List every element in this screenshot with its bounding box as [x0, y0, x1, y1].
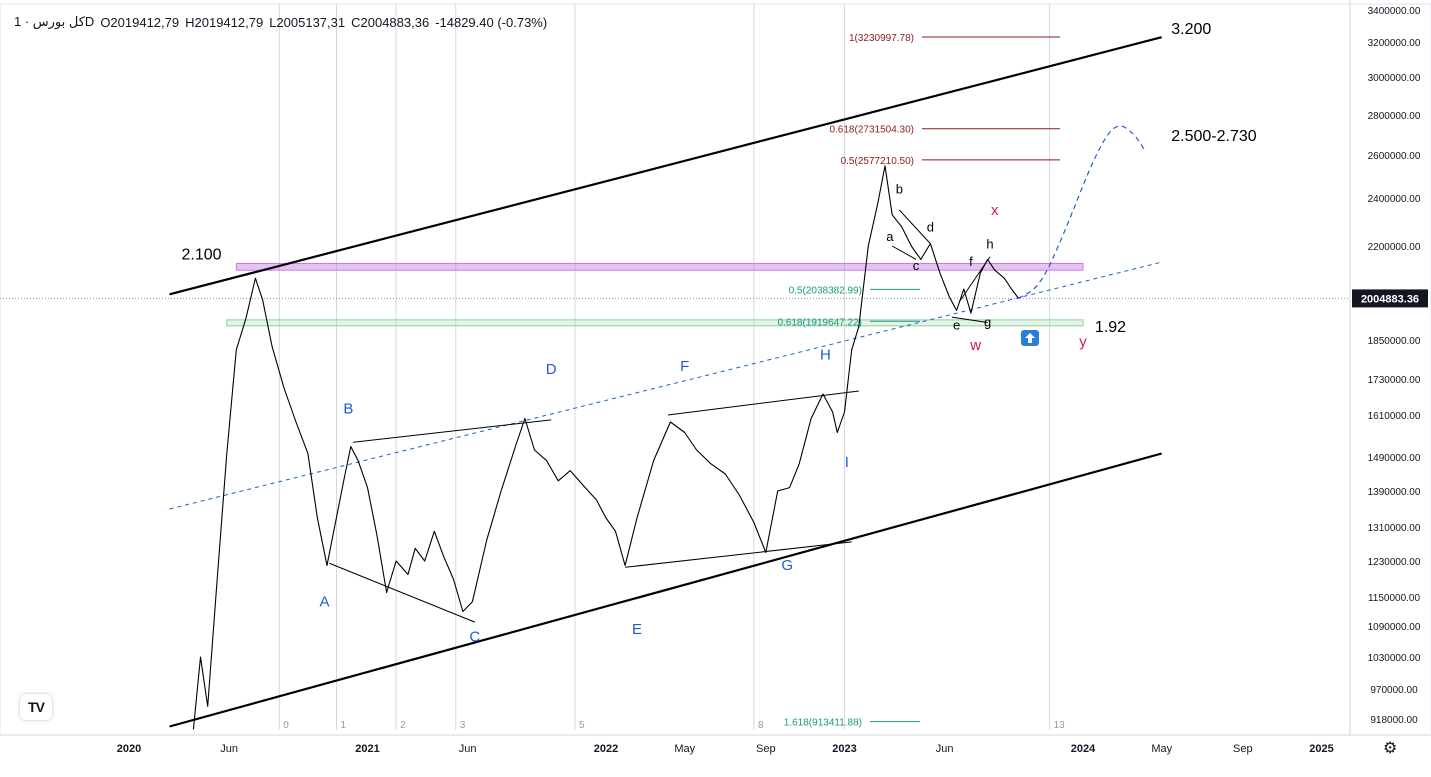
- A-C-line: [329, 562, 476, 623]
- x-tick-label: Sep: [1233, 743, 1253, 755]
- lower-channel: [169, 452, 1162, 728]
- wave-label: f: [969, 254, 973, 269]
- y-tick-label: 3000000.00: [1368, 73, 1421, 84]
- session-number-label: 3: [460, 720, 466, 731]
- x-tick-label: 2020: [117, 743, 141, 755]
- y-tick-label: 970000.00: [1370, 685, 1418, 696]
- target-annotation: 2.500-2.730: [1171, 128, 1257, 145]
- wave-label: c: [913, 258, 920, 273]
- symbol-header: کل بورس · 1D O2019412,79 H2019412,79 L20…: [14, 14, 547, 30]
- plot-frame: [0, 3, 1431, 736]
- x-tick-label: Jun: [220, 743, 238, 755]
- projection-path: [1018, 125, 1146, 299]
- wave-label: d: [927, 220, 934, 235]
- fib-level-label: 1.618(913411.88): [784, 718, 862, 729]
- green-zone: [226, 319, 1084, 327]
- wave-label: h: [986, 237, 993, 252]
- x-tick-label: Jun: [459, 743, 477, 755]
- y-tick-label: 2800000.00: [1368, 111, 1421, 122]
- B-D-line: [353, 419, 552, 443]
- y-tick-label: 2400000.00: [1368, 194, 1421, 205]
- fib-level-label: 0.618(2731504.30): [829, 125, 914, 136]
- wave-label: C: [469, 629, 480, 646]
- target-annotation: 1.92: [1095, 319, 1126, 336]
- session-number-label: 8: [758, 720, 764, 731]
- y-tick-label: 1030000.00: [1368, 653, 1421, 664]
- x-tick-label: Sep: [756, 743, 776, 755]
- y-tick-label: 2200000.00: [1368, 242, 1421, 253]
- x-tick-label: 2025: [1309, 743, 1333, 755]
- wave-label: E: [632, 621, 642, 638]
- y-tick-label: 918000.00: [1370, 715, 1418, 726]
- current-price-label: 2004883.36: [1361, 293, 1419, 305]
- fib-level-label: 0.5(2038382.99): [789, 285, 862, 296]
- wave-label: x: [991, 202, 999, 219]
- x-tick-label: 2021: [355, 743, 379, 755]
- y-tick-label: 1490000.00: [1368, 453, 1421, 464]
- session-number-label: 2: [400, 720, 406, 731]
- x-tick-label: May: [674, 743, 695, 755]
- session-number-label: 0: [283, 720, 289, 731]
- F-H-line: [667, 390, 859, 416]
- wave-label: I: [845, 454, 849, 471]
- session-number-label: 1: [340, 720, 346, 731]
- up-arrow-icon: [1025, 333, 1035, 343]
- wave-label: H: [820, 347, 831, 364]
- x-tick-label: May: [1151, 743, 1172, 755]
- price-change: -14829.40 (-0.73%): [435, 14, 548, 30]
- ohlc-low: L2005137,31: [269, 14, 346, 30]
- wave-label: A: [320, 594, 330, 611]
- x-tick-label: 2022: [594, 743, 618, 755]
- session-number-label: 5: [579, 720, 585, 731]
- wave-label: a: [886, 229, 894, 244]
- x-tick-label: Jun: [936, 743, 954, 755]
- wave-label: D: [546, 361, 557, 378]
- x-tick-label: 2023: [832, 743, 856, 755]
- y-tick-label: 3400000.00: [1368, 6, 1421, 17]
- E-G-line: [625, 541, 852, 568]
- tradingview-logo[interactable]: TV: [20, 694, 52, 720]
- y-tick-label: 3200000.00: [1368, 38, 1421, 49]
- y-tick-label: 1610000.00: [1368, 411, 1421, 422]
- fib-level-label: 0.618(1919647.22): [777, 317, 862, 328]
- y-tick-label: 1390000.00: [1368, 487, 1421, 498]
- wave-label: y: [1079, 334, 1087, 351]
- x-tick-label: 2024: [1071, 743, 1096, 755]
- fib-level-label: 0.5(2577210.50): [841, 156, 914, 167]
- y-tick-label: 1230000.00: [1368, 557, 1421, 568]
- current-price-tag: [1352, 289, 1428, 308]
- wave-label: e: [953, 317, 960, 332]
- purple-zone: [235, 262, 1084, 271]
- a-c-line: [891, 245, 917, 260]
- ohlc-open: O2019412,79: [100, 14, 180, 30]
- wave-label: G: [781, 557, 793, 574]
- wave-label: w: [969, 337, 981, 354]
- target-annotation: 2.100: [181, 246, 221, 263]
- wave-label: g: [984, 315, 991, 330]
- price-series-line: [192, 165, 1020, 730]
- fib-level-label: 1(3230997.78): [849, 33, 914, 44]
- b-d-line: [898, 209, 931, 244]
- y-tick-label: 1150000.00: [1368, 593, 1421, 604]
- wave-label: b: [896, 182, 903, 197]
- wave-label: F: [680, 358, 689, 375]
- target-annotation: 3.200: [1171, 21, 1211, 38]
- ohlc-high: H2019412,79: [185, 14, 264, 30]
- session-number-label: 13: [1054, 720, 1066, 731]
- blue-midline: [169, 261, 1162, 510]
- gear-icon[interactable]: ⚙: [1383, 740, 1398, 757]
- ohlc-close: C2004883,36: [351, 14, 430, 30]
- y-tick-label: 1850000.00: [1368, 336, 1421, 347]
- symbol-name[interactable]: کل بورس · 1D: [14, 14, 95, 29]
- y-tick-label: 1090000.00: [1368, 622, 1421, 633]
- wave-label: B: [343, 401, 353, 418]
- e-g-line: [951, 316, 988, 324]
- y-tick-label: 1730000.00: [1368, 375, 1421, 386]
- upper-channel: [169, 36, 1162, 296]
- y-tick-label: 1310000.00: [1368, 523, 1421, 534]
- y-tick-label: 2600000.00: [1368, 151, 1421, 162]
